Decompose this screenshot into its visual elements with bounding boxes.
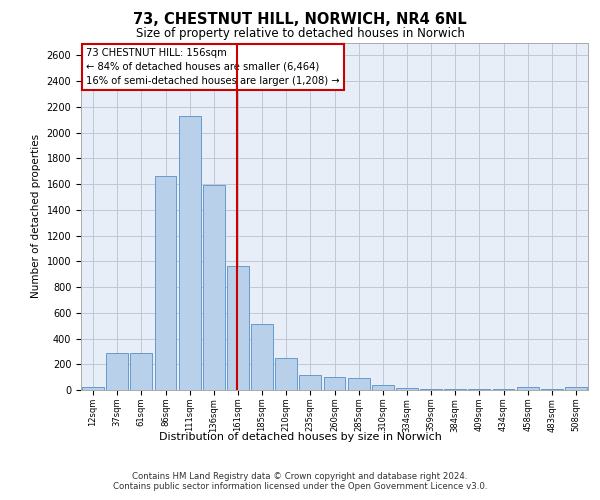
Bar [275, 358, 297, 390]
Bar [445, 388, 466, 390]
Bar [130, 352, 152, 390]
Text: Contains HM Land Registry data © Crown copyright and database right 2024.: Contains HM Land Registry data © Crown c… [132, 472, 468, 481]
Bar [251, 324, 273, 390]
Bar [203, 186, 224, 390]
Text: 73, CHESTNUT HILL, NORWICH, NR4 6NL: 73, CHESTNUT HILL, NORWICH, NR4 6NL [133, 12, 467, 28]
Bar [348, 378, 370, 390]
Text: Distribution of detached houses by size in Norwich: Distribution of detached houses by size … [158, 432, 442, 442]
Bar [106, 352, 128, 390]
Bar [420, 388, 442, 390]
Bar [227, 266, 249, 390]
Bar [565, 388, 587, 390]
Bar [179, 116, 200, 390]
Bar [372, 385, 394, 390]
Y-axis label: Number of detached properties: Number of detached properties [31, 134, 41, 298]
Bar [155, 176, 176, 390]
Bar [396, 388, 418, 390]
Bar [82, 388, 104, 390]
Bar [299, 374, 321, 390]
Text: Size of property relative to detached houses in Norwich: Size of property relative to detached ho… [136, 28, 464, 40]
Bar [323, 377, 346, 390]
Bar [517, 388, 539, 390]
Text: 73 CHESTNUT HILL: 156sqm
← 84% of detached houses are smaller (6,464)
16% of sem: 73 CHESTNUT HILL: 156sqm ← 84% of detach… [86, 48, 340, 86]
Text: Contains public sector information licensed under the Open Government Licence v3: Contains public sector information licen… [113, 482, 487, 491]
